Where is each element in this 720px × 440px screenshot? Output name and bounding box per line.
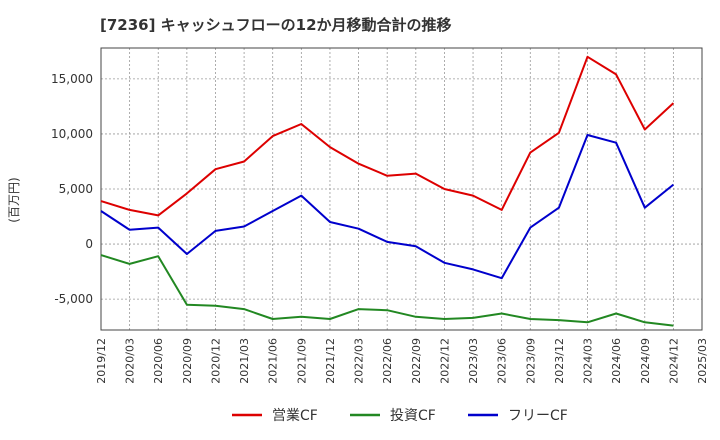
y-axis-label: (百万円)	[7, 177, 21, 222]
y-tick-label: 5,000	[59, 182, 93, 196]
x-tick-label: 2022/03	[353, 338, 366, 384]
x-tick-label: 2020/09	[181, 338, 194, 384]
x-tick-label: 2022/09	[410, 338, 423, 384]
x-tick-label: 2023/12	[553, 338, 566, 384]
x-tick-label: 2022/06	[381, 338, 394, 384]
x-tick-label: 2024/12	[667, 338, 680, 384]
y-tick-label: -5,000	[54, 292, 93, 306]
legend-label: 投資CF	[390, 408, 436, 424]
x-tick-label: 2020/03	[124, 338, 137, 384]
y-tick-label: 10,000	[51, 127, 93, 141]
legend-label: フリーCF	[508, 408, 568, 424]
series-line-営業CF	[100, 55, 675, 217]
series-line-フリーCF	[100, 134, 675, 280]
x-tick-label: 2021/06	[267, 338, 280, 384]
plot-frame	[100, 47, 703, 331]
x-tick-label: 2020/06	[152, 338, 165, 384]
x-tick-label: 2021/09	[295, 338, 308, 384]
x-tick-label: 2024/06	[610, 338, 623, 384]
x-tick-label: 2022/12	[438, 338, 451, 384]
x-tick-label: 2024/09	[639, 338, 652, 384]
x-tick-label: 2021/03	[238, 338, 251, 384]
chart-title: [7236] キャッシュフローの12か月移動合計の推移	[100, 16, 452, 34]
series-line-投資CF	[100, 254, 674, 327]
x-tick-label: 2023/09	[524, 338, 537, 384]
x-tick-label: 2020/12	[209, 338, 222, 384]
x-tick-label: 2025/03	[696, 338, 709, 384]
x-tick-label: 2023/03	[467, 338, 480, 384]
legend: 営業CF 投資CF フリーCF	[232, 408, 568, 424]
y-tick-label: 15,000	[51, 72, 93, 86]
x-tick-label: 2023/06	[496, 338, 509, 384]
x-tick-label: 2021/12	[324, 338, 337, 384]
plot-area: -5,000 0 5,000 10,000 15,000 2019/12 2020/03 20…	[51, 47, 709, 384]
y-tick-label: 0	[85, 237, 93, 251]
legend-label: 営業CF	[272, 408, 318, 424]
x-tick-label: 2019/12	[95, 338, 108, 384]
x-tick-label: 2024/03	[582, 338, 595, 384]
